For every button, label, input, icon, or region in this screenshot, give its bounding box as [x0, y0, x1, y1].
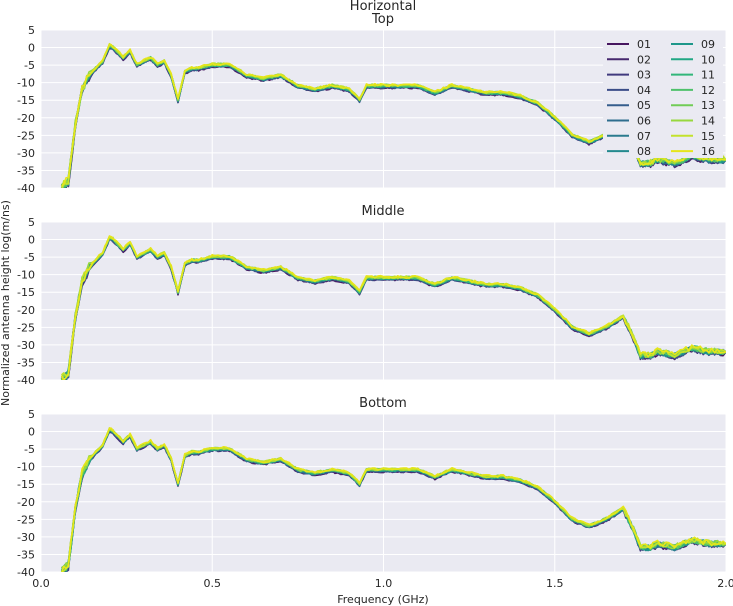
legend-label: 14 — [701, 115, 715, 128]
y-tick-label: 0 — [28, 234, 35, 247]
y-tick-label: -5 — [24, 443, 35, 456]
y-tick-label: 5 — [28, 216, 35, 229]
legend-label: 11 — [701, 69, 715, 82]
series-line-16 — [60, 235, 726, 380]
y-tick-label: -15 — [17, 286, 35, 299]
y-tick-label: 0 — [28, 426, 35, 439]
y-tick-label: -25 — [17, 513, 35, 526]
y-tick-label: -10 — [17, 269, 35, 282]
legend-label: 10 — [701, 53, 715, 66]
y-tick-label: -20 — [17, 496, 35, 509]
series-line-16 — [61, 427, 726, 572]
series-group — [60, 235, 726, 380]
x-axis-label: Frequency (GHz) — [337, 593, 428, 606]
x-tick-label: 0.0 — [32, 577, 50, 590]
legend-label: 16 — [701, 145, 715, 158]
y-tick-label: -35 — [17, 164, 35, 177]
x-tick-label: 2.0 — [717, 577, 733, 590]
legend-label: 03 — [637, 69, 651, 82]
y-tick-label: -5 — [24, 59, 35, 72]
y-tick-label: -40 — [17, 182, 35, 195]
legend-box — [603, 34, 723, 158]
y-tick-label: -20 — [17, 304, 35, 317]
y-tick-label: 5 — [28, 408, 35, 421]
x-tick-label: 1.0 — [375, 577, 393, 590]
y-tick-label: -30 — [17, 531, 35, 544]
y-tick-label: -35 — [17, 548, 35, 561]
panel-middle: Middle 5 0 -5 -10 -15 -20 -25 -30 -35 -40 — [17, 204, 727, 387]
y-tick-label: -15 — [17, 478, 35, 491]
y-tick-label: -25 — [17, 321, 35, 334]
legend-label: 06 — [637, 115, 651, 128]
y-axis-label: Normalized antenna height log(m/ns) — [0, 200, 12, 406]
y-tick-label: 0 — [28, 42, 35, 55]
legend: 01 02 03 04 05 06 07 08 09 10 11 12 13 14 15 16 — [603, 34, 723, 158]
series-group — [60, 427, 726, 572]
x-tick-label: 0.5 — [204, 577, 222, 590]
legend-label: 07 — [637, 130, 651, 143]
y-tick-label: -20 — [17, 112, 35, 125]
legend-label: 13 — [701, 99, 715, 112]
y-tick-label: -30 — [17, 147, 35, 160]
figure-suptitle: Horizontal — [350, 0, 416, 14]
y-tick-label: -40 — [17, 566, 35, 579]
panel-bottom: Bottom 0.0 0.5 1.0 1.5 2.0 5 0 -5 -10 -15 -20 -25 -3… — [17, 396, 733, 590]
legend-label: 08 — [637, 145, 651, 158]
y-tick-label: -10 — [17, 461, 35, 474]
legend-label: 12 — [701, 84, 715, 97]
y-tick-label: -10 — [17, 77, 35, 90]
legend-label: 09 — [701, 38, 715, 51]
legend-label: 01 — [637, 38, 651, 51]
legend-label: 05 — [637, 99, 651, 112]
legend-label: 04 — [637, 84, 651, 97]
legend-label: 02 — [637, 53, 651, 66]
panel-title-middle: Middle — [362, 204, 405, 219]
y-tick-label: -40 — [17, 374, 35, 387]
y-tick-label: -35 — [17, 356, 35, 369]
panel-title-bottom: Bottom — [359, 396, 407, 411]
x-tick-label: 1.5 — [546, 577, 564, 590]
legend-label: 15 — [701, 130, 715, 143]
y-tick-label: -5 — [24, 251, 35, 264]
y-tick-label: 5 — [28, 24, 35, 37]
panel-title-top: Top — [371, 12, 394, 27]
y-tick-label: -30 — [17, 339, 35, 352]
y-tick-label: -25 — [17, 129, 35, 142]
y-tick-label: -15 — [17, 94, 35, 107]
